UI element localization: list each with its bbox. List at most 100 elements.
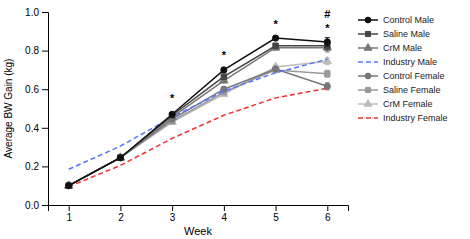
series <box>66 66 331 189</box>
x-tick-label: 2 <box>118 212 124 223</box>
legend-marker <box>365 31 370 36</box>
series-marker <box>272 35 278 41</box>
series-marker <box>117 155 123 161</box>
series-marker <box>66 183 71 188</box>
x-tick-mark <box>69 205 70 211</box>
y-axis: 0.0 0.2 0.4 0.6 0.8 1.0 <box>25 7 48 211</box>
legend-label: CrM Male <box>383 43 422 53</box>
series-marker <box>118 155 123 160</box>
legend-label: Control Male <box>383 15 434 25</box>
series-marker <box>65 181 73 188</box>
series-line <box>69 88 328 186</box>
y-tick-label: 0.2 <box>25 161 39 172</box>
chart: 1234560.00.20.40.60.81.0WeekAverage BW G… <box>0 0 470 239</box>
x-axis-line <box>49 206 349 212</box>
x-tick-label: 5 <box>273 212 279 223</box>
legend-marker <box>365 87 370 92</box>
x-tick: 2 <box>118 205 124 223</box>
series-line <box>69 38 328 186</box>
series-line <box>69 59 328 169</box>
x-axis: 123456 <box>49 205 349 223</box>
series-marker <box>271 43 279 50</box>
series-marker <box>118 155 123 160</box>
legend-item: Control Female <box>358 71 445 81</box>
series-marker <box>116 153 124 160</box>
y-tick-mark <box>42 51 48 52</box>
y-axis-title: Average BW Gain (kg) <box>3 59 14 159</box>
series <box>69 59 328 169</box>
series-marker <box>324 83 330 89</box>
annotation: * <box>222 49 227 61</box>
y-tick-mark <box>42 89 48 90</box>
series-marker <box>221 67 227 73</box>
legend-marker <box>365 17 371 23</box>
legend-label: Saline Female <box>383 85 441 95</box>
annotation: * <box>325 22 330 34</box>
y-tick: 0.6 <box>25 84 48 95</box>
series-marker <box>65 181 73 188</box>
x-tick-mark <box>327 205 328 211</box>
series-marker <box>325 71 330 76</box>
series-marker <box>66 183 71 188</box>
y-axis-line <box>42 13 49 206</box>
x-tick: 3 <box>170 205 176 223</box>
y-tick-label: 0.4 <box>25 123 39 134</box>
annotation: # <box>324 8 330 20</box>
series-marker <box>324 39 330 45</box>
x-tick: 4 <box>222 205 228 223</box>
series-marker <box>117 155 123 161</box>
series <box>69 88 328 186</box>
y-tick-label: 1.0 <box>25 7 39 18</box>
series-marker <box>273 43 278 48</box>
y-tick-mark <box>42 205 48 206</box>
y-tick-mark <box>42 128 48 129</box>
legend-item: CrM Male <box>358 43 422 53</box>
plot-area <box>65 35 332 189</box>
x-tick-mark <box>120 205 121 211</box>
series-line <box>69 61 328 185</box>
series-marker <box>66 183 72 189</box>
legend-item: Industry Male <box>358 57 437 67</box>
legend-item: Control Male <box>358 15 434 25</box>
y-tick-label: 0.8 <box>25 45 39 56</box>
series-marker <box>169 111 175 117</box>
x-tick-mark <box>224 205 225 211</box>
x-tick: 5 <box>273 205 279 223</box>
x-tick-label: 3 <box>170 212 176 223</box>
y-tick: 0.8 <box>25 45 48 56</box>
legend-label: Saline Male <box>383 29 430 39</box>
series-marker <box>116 153 124 160</box>
y-tick: 0.0 <box>25 200 48 211</box>
error-bar <box>221 68 226 73</box>
series-line <box>69 70 328 186</box>
legend: Control Male Saline Male CrM Male Industry … <box>358 15 448 123</box>
x-tick-mark <box>276 205 277 211</box>
series-marker <box>221 86 227 92</box>
x-tick-label: 1 <box>66 212 72 223</box>
series-marker <box>66 183 72 189</box>
legend-swatch <box>358 61 378 63</box>
y-tick: 0.4 <box>25 123 48 134</box>
y-tick-mark <box>42 12 48 13</box>
error-bar <box>325 70 330 77</box>
legend-item: Saline Female <box>358 85 441 95</box>
series <box>65 56 332 188</box>
error-bar <box>325 38 330 46</box>
series-line <box>69 69 328 186</box>
legend-marker <box>364 100 372 107</box>
x-axis-title: Week <box>184 225 212 237</box>
series-marker <box>272 66 278 72</box>
error-bar <box>325 83 330 90</box>
y-tick-mark <box>42 166 48 167</box>
x-tick: 1 <box>66 205 72 223</box>
y-tick: 0.2 <box>25 161 48 172</box>
x-tick-label: 4 <box>222 212 228 223</box>
legend-label: Industry Male <box>383 57 437 67</box>
x-tick-mark <box>172 205 173 211</box>
legend-swatch <box>358 117 378 119</box>
legend-label: Control Female <box>383 71 445 81</box>
legend-item: CrM Female <box>358 99 433 109</box>
legend-item: Industry Female <box>358 113 448 123</box>
legend-label: Industry Female <box>383 113 448 123</box>
annotation: * <box>170 92 175 104</box>
